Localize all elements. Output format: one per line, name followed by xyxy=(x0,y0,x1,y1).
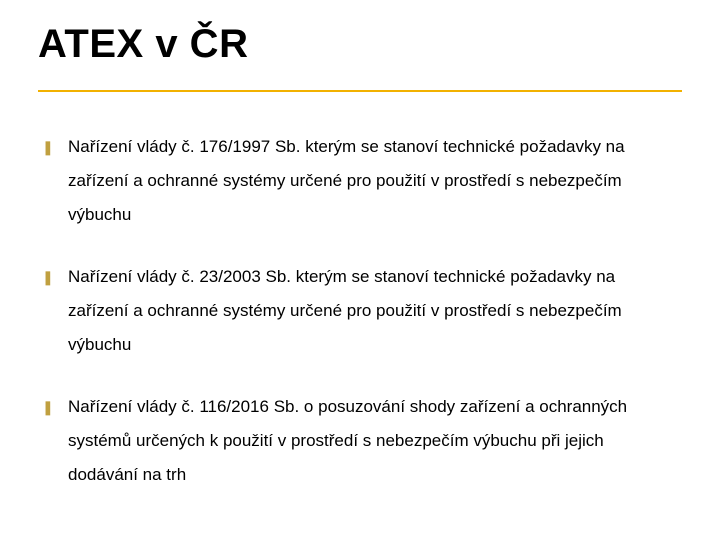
slide-title: ATEX v ČR xyxy=(38,22,248,67)
list-item-text: Nařízení vlády č. 23/2003 Sb. kterým se … xyxy=(68,260,662,362)
slide-body: ❚ Nařízení vlády č. 176/1997 Sb. kterým … xyxy=(42,130,662,520)
bullet-icon: ❚ xyxy=(42,390,68,424)
bullet-icon: ❚ xyxy=(42,130,68,164)
list-item: ❚ Nařízení vlády č. 176/1997 Sb. kterým … xyxy=(42,130,662,232)
list-item: ❚ Nařízení vlády č. 23/2003 Sb. kterým s… xyxy=(42,260,662,362)
list-item: ❚ Nařízení vlády č. 116/2016 Sb. o posuz… xyxy=(42,390,662,492)
list-item-text: Nařízení vlády č. 116/2016 Sb. o posuzov… xyxy=(68,390,662,492)
list-item-text: Nařízení vlády č. 176/1997 Sb. kterým se… xyxy=(68,130,662,232)
slide-root: { "title": { "text": "ATEX v ČR", "font_… xyxy=(0,0,720,540)
bullet-icon: ❚ xyxy=(42,260,68,294)
title-underline xyxy=(38,90,682,92)
